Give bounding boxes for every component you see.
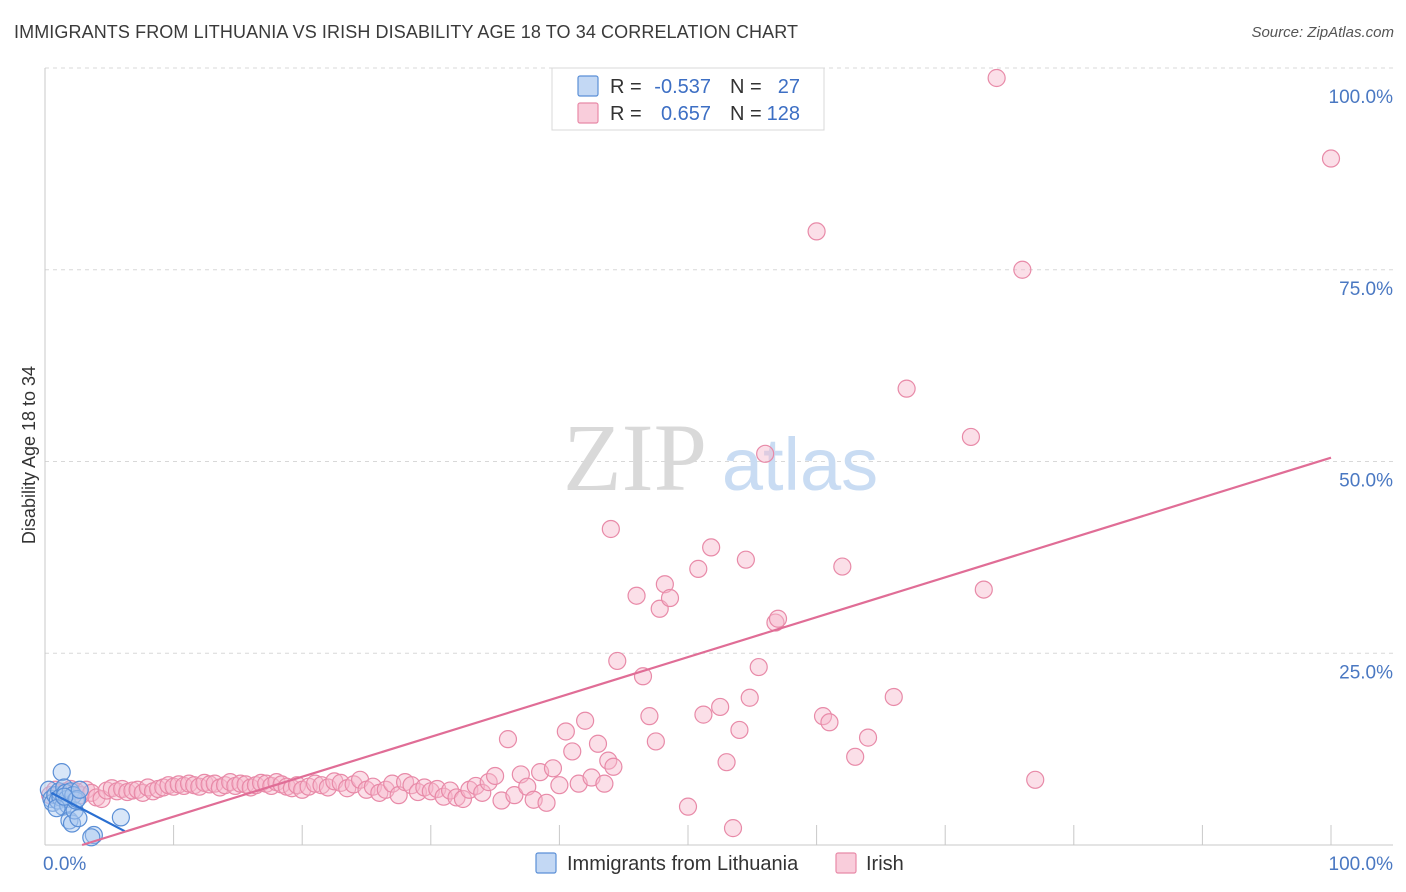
irish-point-116 bbox=[736, 550, 755, 569]
irish-point-74 bbox=[453, 789, 473, 809]
watermark-atlas: atlas bbox=[722, 423, 878, 506]
irish-point-113 bbox=[717, 753, 736, 772]
y-tick-label-25: 25.0% bbox=[1339, 662, 1393, 683]
irish-point-96 bbox=[595, 774, 614, 793]
irish-point-118 bbox=[749, 657, 768, 677]
irish-point-100 bbox=[608, 651, 627, 671]
irish-point-98 bbox=[604, 757, 623, 776]
y-tick-label-50: 50.0% bbox=[1339, 471, 1393, 492]
irish-point-90 bbox=[556, 722, 575, 741]
irish-point-133 bbox=[1026, 770, 1045, 789]
irish-point-67 bbox=[408, 782, 428, 802]
irish-point-128 bbox=[884, 687, 903, 707]
legend-swatch-blue bbox=[577, 75, 599, 97]
legend-box: R = -0.537 N = 27 R = 0.657 N = 128 bbox=[551, 67, 825, 131]
legend-n-label-0: N = bbox=[730, 76, 762, 98]
watermark-zip: ZIP bbox=[563, 404, 707, 511]
watermark: ZIP atlas bbox=[563, 404, 878, 511]
grid-layer bbox=[45, 67, 1393, 654]
irish-point-109 bbox=[689, 559, 708, 578]
irish-point-122 bbox=[807, 222, 826, 241]
irish-point-114 bbox=[723, 819, 743, 838]
y-tick-label-100: 100.0% bbox=[1329, 87, 1394, 108]
irish-point-103 bbox=[640, 707, 659, 726]
irish-point-79 bbox=[486, 766, 505, 786]
points-layer bbox=[39, 68, 1341, 847]
irish-point-38 bbox=[236, 775, 255, 794]
irish-point-119 bbox=[756, 444, 775, 463]
irish-point-134 bbox=[987, 68, 1006, 88]
irish-point-129 bbox=[897, 379, 916, 398]
x-tick-label-0: 0.0% bbox=[43, 854, 86, 875]
irish-point-34 bbox=[215, 776, 235, 795]
lithuania-trend-line bbox=[50, 791, 126, 833]
y-axis-title: Disability Age 18 to 34 bbox=[19, 366, 39, 544]
chart-title: IMMIGRANTS FROM LITHUANIA VS IRISH DISAB… bbox=[14, 22, 799, 42]
irish-point-81 bbox=[498, 730, 518, 749]
bottom-legend-label-1: Irish bbox=[866, 853, 904, 875]
tick-label-layer: 25.0% 50.0% 75.0% 100.0% 0.0% 100.0% bbox=[43, 87, 1393, 875]
irish-point-135 bbox=[1321, 149, 1341, 168]
irish-point-107 bbox=[660, 588, 680, 608]
irish-point-121 bbox=[768, 609, 788, 628]
irish-point-130 bbox=[961, 427, 981, 447]
irish-point-31 bbox=[200, 775, 219, 794]
legend-r-value-0: -0.537 bbox=[654, 76, 711, 98]
irish-trend-line bbox=[81, 456, 1332, 847]
irish-point-91 bbox=[563, 742, 582, 761]
irish-point-104 bbox=[646, 732, 665, 751]
irish-point-108 bbox=[678, 797, 698, 816]
legend-r-label-1: R = bbox=[610, 103, 642, 125]
irish-point-95 bbox=[588, 734, 608, 753]
irish-point-110 bbox=[694, 705, 713, 724]
trend-layer bbox=[50, 456, 1332, 847]
lithuania-point-7 bbox=[52, 763, 71, 782]
y-tick-label-75: 75.0% bbox=[1339, 279, 1393, 300]
irish-point-89 bbox=[550, 776, 569, 795]
irish-point-127 bbox=[858, 728, 878, 747]
irish-point-112 bbox=[711, 697, 730, 717]
irish-point-117 bbox=[740, 688, 759, 707]
irish-point-106 bbox=[655, 575, 674, 594]
legend-swatch-pink bbox=[577, 102, 599, 124]
lithuania-point-20 bbox=[69, 809, 88, 828]
irish-point-72 bbox=[440, 781, 460, 800]
bottom-legend-swatch-blue bbox=[535, 852, 557, 874]
irish-point-88 bbox=[543, 759, 563, 778]
irish-point-101 bbox=[627, 586, 646, 605]
bottom-legend-swatch-pink bbox=[835, 852, 857, 874]
irish-point-77 bbox=[473, 783, 492, 802]
legend-n-label-1: N = bbox=[730, 103, 762, 125]
irish-point-124 bbox=[820, 713, 839, 732]
irish-point-131 bbox=[974, 580, 993, 599]
irish-point-115 bbox=[730, 720, 749, 740]
irish-point-125 bbox=[833, 557, 852, 576]
lithuania-point-21 bbox=[70, 780, 89, 799]
irish-point-111 bbox=[702, 538, 721, 557]
bottom-legend: Immigrants from Lithuania Irish bbox=[535, 852, 904, 875]
irish-point-37 bbox=[231, 774, 250, 793]
irish-point-99 bbox=[601, 519, 620, 539]
bottom-legend-label-0: Immigrants from Lithuania bbox=[567, 853, 799, 875]
legend-n-value-0: 27 bbox=[778, 76, 800, 98]
legend-n-value-1: 128 bbox=[767, 103, 800, 125]
x-tick-label-100: 100.0% bbox=[1329, 854, 1394, 875]
irish-point-126 bbox=[846, 747, 865, 766]
legend-r-value-1: 0.657 bbox=[661, 103, 711, 125]
irish-point-132 bbox=[1013, 260, 1032, 279]
irish-point-93 bbox=[576, 711, 595, 730]
irish-point-87 bbox=[537, 793, 556, 812]
irish-point-82 bbox=[505, 786, 524, 805]
legend-r-label-0: R = bbox=[610, 76, 642, 98]
axis-layer bbox=[44, 68, 1393, 846]
lithuania-point-26 bbox=[111, 808, 130, 827]
source-label: Source: ZipAtlas.com bbox=[1251, 24, 1394, 41]
